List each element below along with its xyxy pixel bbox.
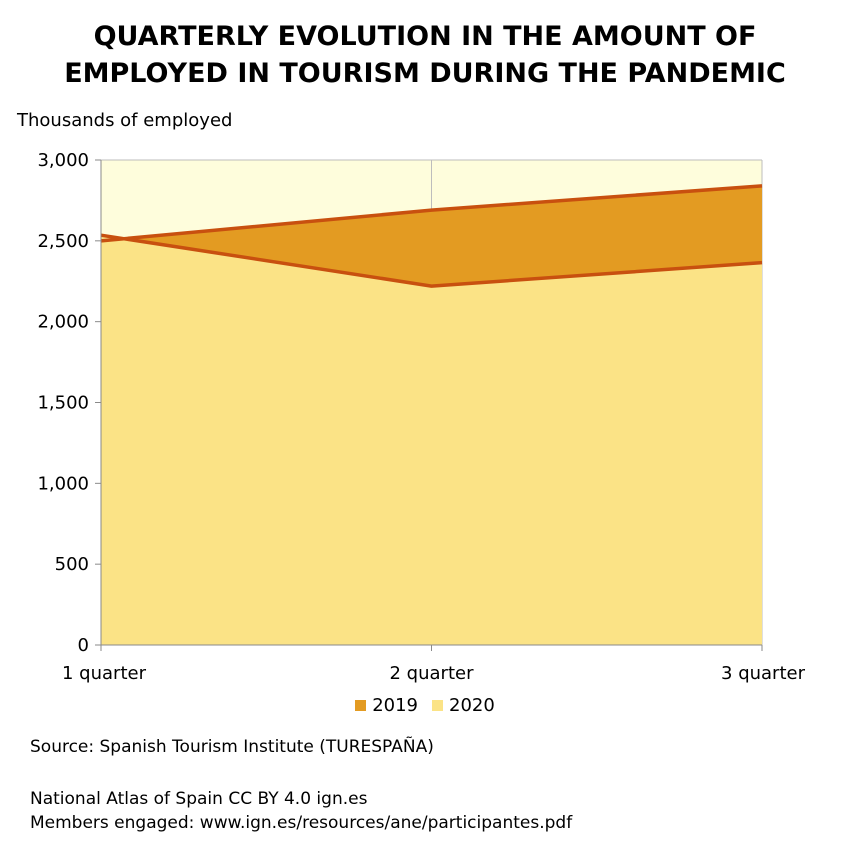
legend-swatch-2020 <box>432 700 443 711</box>
chart-title-line-1: QUARTERLY EVOLUTION IN THE AMOUNT OF <box>93 21 757 52</box>
y-tick-label-5: 2,500 <box>37 231 89 252</box>
y-tick-label-3: 1,500 <box>37 393 89 414</box>
x-tick-label-1: 2 quarter <box>390 663 475 684</box>
y-tick-label-2: 1,000 <box>37 473 89 494</box>
y-tick-label-4: 2,000 <box>37 312 89 333</box>
y-axis-label: Thousands of employed <box>17 110 233 131</box>
legend-item-2020: 2020 <box>432 695 495 716</box>
chart-title: QUARTERLY EVOLUTION IN THE AMOUNT OF EMP… <box>0 18 850 92</box>
legend-label-2020: 2020 <box>449 695 495 716</box>
source-note: Source: Spanish Tourism Institute (TURES… <box>30 737 434 757</box>
area-chart: 0 500 1,000 1,500 2,000 2,500 3,000 1 quarter 2 … <box>37 150 806 684</box>
y-tick-label-0: 0 <box>78 635 89 656</box>
legend-swatch-2019 <box>355 700 367 711</box>
chart-title-line-2: EMPLOYED IN TOURISM DURING THE PANDEMIC <box>64 58 786 89</box>
x-tick-label-2: 3 quarter <box>721 663 806 684</box>
y-tick-label-1: 500 <box>55 554 89 575</box>
legend-label-2019: 2019 <box>372 695 418 716</box>
members-note: Members engaged: www.ign.es/resources/an… <box>30 813 573 833</box>
x-tick-label-0: 1 quarter <box>62 663 147 684</box>
y-tick-label-6: 3,000 <box>37 150 89 171</box>
area-2020 <box>101 235 762 646</box>
legend: 2019 2020 <box>0 695 850 716</box>
legend-item-2019: 2019 <box>355 695 418 716</box>
atlas-credit: National Atlas of Spain CC BY 4.0 ign.es <box>30 789 368 809</box>
